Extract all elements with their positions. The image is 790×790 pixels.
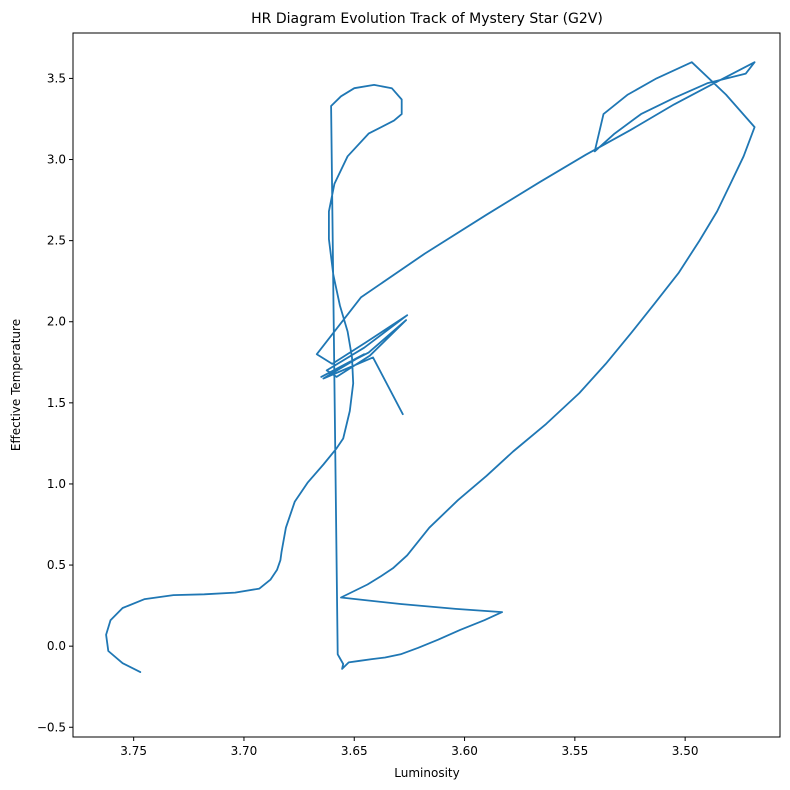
plot-frame bbox=[72, 32, 781, 738]
y-tick-label: 0.5 bbox=[47, 558, 66, 572]
y-tick-label: −0.5 bbox=[37, 720, 66, 734]
x-tick-label: 3.75 bbox=[120, 744, 147, 758]
y-tick-label: 3.0 bbox=[47, 153, 66, 167]
y-tick-label: 1.5 bbox=[47, 396, 66, 410]
x-tick-label: 3.60 bbox=[451, 744, 478, 758]
x-tick-label: 3.55 bbox=[561, 744, 588, 758]
x-tick-label: 3.50 bbox=[672, 744, 699, 758]
y-tick-label: 2.5 bbox=[47, 234, 66, 248]
chart-title: HR Diagram Evolution Track of Mystery St… bbox=[251, 11, 603, 27]
x-tick-label: 3.65 bbox=[341, 744, 368, 758]
y-tick-label: 1.0 bbox=[47, 477, 66, 491]
y-tick-label: 3.5 bbox=[47, 71, 66, 85]
y-axis: −0.5 0.0 0.5 1.0 1.5 2.0 2.5 3.0 3.5 bbox=[37, 71, 73, 734]
x-axis-label: Luminosity bbox=[394, 766, 459, 780]
y-tick-label: 0.0 bbox=[47, 639, 66, 653]
x-axis: 3.75 3.70 3.65 3.60 3.55 3.50 bbox=[120, 737, 699, 758]
x-tick-label: 3.70 bbox=[231, 744, 258, 758]
evolution-track-line bbox=[105, 61, 756, 673]
y-axis-label: Effective Temperature bbox=[9, 319, 23, 451]
y-tick-label: 2.0 bbox=[47, 315, 66, 329]
